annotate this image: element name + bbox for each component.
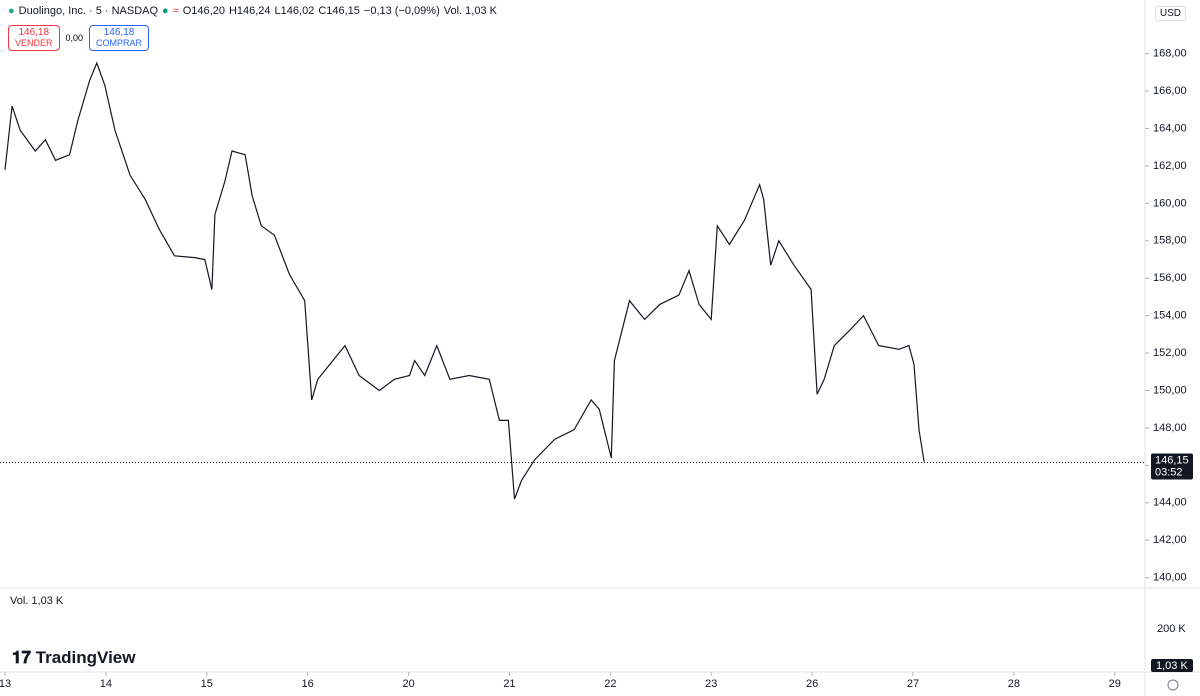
settings-icon [1167, 679, 1179, 691]
brand: 𝟏𝟕 TradingView [12, 648, 135, 668]
volume: Vol. 1,03 K [443, 5, 497, 17]
volume-last-label: 1,03 K [1156, 660, 1188, 672]
countdown: 03:52 [1155, 466, 1183, 478]
x-tick-label: 15 [201, 678, 213, 690]
volume-title: Vol. 1,03 K [10, 595, 64, 607]
y-tick-label: 164,00 [1153, 122, 1187, 134]
x-tick-label: 29 [1109, 678, 1121, 690]
x-tick-label: 23 [705, 678, 717, 690]
brand-name: TradingView [35, 648, 136, 667]
x-tick-label: 14 [100, 678, 112, 690]
header: ● Duolingo, Inc. · 5 · NASDAQ ● ≈ O146,2… [8, 5, 497, 17]
buy-label: COMPRAR [96, 38, 143, 48]
close: C146,15 [318, 5, 360, 17]
currency[interactable]: USD [1154, 6, 1186, 21]
y-tick-label: 152,00 [1153, 347, 1187, 359]
x-tick-label: 26 [806, 678, 818, 690]
status-dot: ● [162, 5, 169, 17]
last-price-label: 146,15 [1155, 454, 1189, 466]
y-tick-label: 160,00 [1153, 197, 1187, 209]
symbol[interactable]: Duolingo, Inc. · 5 · NASDAQ [18, 5, 159, 17]
y-tick-label: 150,00 [1153, 384, 1187, 396]
x-tick-label: 28 [1008, 678, 1020, 690]
y-tick-label: 162,00 [1153, 160, 1187, 172]
y-tick-label: 154,00 [1153, 310, 1187, 322]
x-tick-label: 22 [604, 678, 616, 690]
y-tick-label: 156,00 [1153, 272, 1187, 284]
low: L146,02 [274, 5, 315, 17]
y-tick-label: 148,00 [1153, 422, 1187, 434]
x-tick-label: 27 [907, 678, 919, 690]
x-tick-label: 20 [402, 678, 414, 690]
spread: 0,00 [65, 33, 84, 43]
last-price-box [1151, 453, 1193, 480]
sell-button[interactable]: 146,18 VENDER [8, 25, 60, 51]
sell-price: 146,18 [18, 27, 50, 38]
sell-label: VENDER [15, 38, 53, 48]
brand-icon: 𝟏𝟕 [12, 648, 36, 667]
trade-buttons: 146,18 VENDER 0,00 146,18 COMPRAR [8, 25, 150, 51]
y-tick-label: 142,00 [1153, 534, 1187, 546]
y-tick-label: 144,00 [1153, 497, 1187, 509]
status-icon: ≈ [172, 5, 179, 17]
buy-price: 146,18 [103, 27, 135, 38]
logo-icon: ● [8, 5, 15, 17]
y-tick-label: 168,00 [1153, 48, 1187, 60]
open: O146,20 [182, 5, 225, 17]
volume-tick-label: 200 K [1157, 623, 1186, 635]
y-tick-label: 140,00 [1153, 572, 1187, 584]
x-tick-label: 13 [0, 678, 11, 690]
buy-button[interactable]: 146,18 COMPRAR [89, 25, 150, 51]
high: H146,24 [228, 5, 271, 17]
x-tick-label: 21 [503, 678, 515, 690]
change: −0,13 (−0,09%) [363, 5, 440, 17]
volume-last-box [1151, 659, 1193, 672]
y-tick-label: 158,00 [1153, 235, 1187, 247]
x-tick-label: 16 [302, 678, 314, 690]
price-line [4, 61, 925, 500]
y-tick-label: 166,00 [1153, 85, 1187, 97]
